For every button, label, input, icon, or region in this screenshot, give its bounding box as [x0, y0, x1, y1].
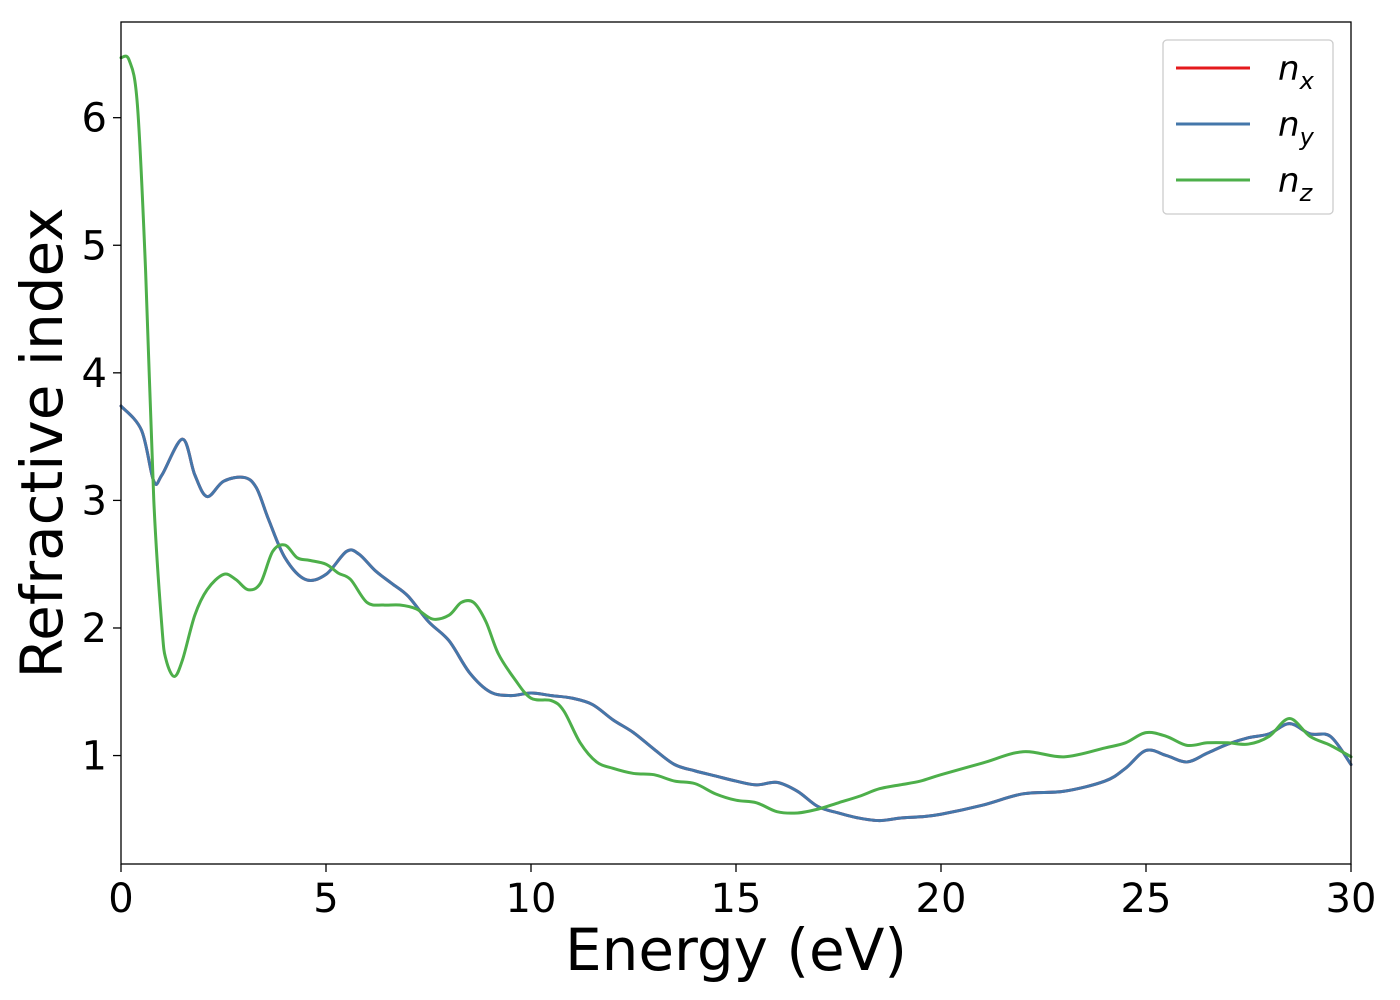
plot-area	[121, 22, 1351, 864]
y-axis-title: Refractive index	[8, 207, 76, 678]
y-tick-label: 5	[82, 223, 107, 269]
x-tick-label: 25	[1121, 876, 1172, 922]
series-line-ny	[119, 404, 1353, 823]
x-tick-label: 30	[1326, 876, 1377, 922]
legend-label-ny: ny	[1278, 105, 1315, 151]
x-axis-title: Energy (eV)	[565, 916, 907, 984]
y-axis-ticks: 1 2 3 4 5 6	[82, 96, 121, 780]
x-tick-label: 5	[313, 876, 338, 922]
series-line-nz	[119, 54, 1353, 815]
x-tick-label: 20	[916, 876, 967, 922]
x-tick-label: 15	[711, 876, 762, 922]
legend-box	[1162, 39, 1334, 215]
y-tick-label: 3	[82, 478, 107, 524]
series-lines	[119, 54, 1353, 823]
y-tick-label: 6	[82, 96, 107, 142]
y-tick-label: 4	[82, 351, 107, 397]
x-tick-label: 10	[506, 876, 557, 922]
y-tick-label: 2	[82, 606, 107, 652]
y-tick-label: 1	[82, 734, 107, 780]
x-tick-label: 0	[108, 876, 133, 922]
x-axis-ticks: 0 5 10 15 20 25 30	[108, 864, 1376, 922]
